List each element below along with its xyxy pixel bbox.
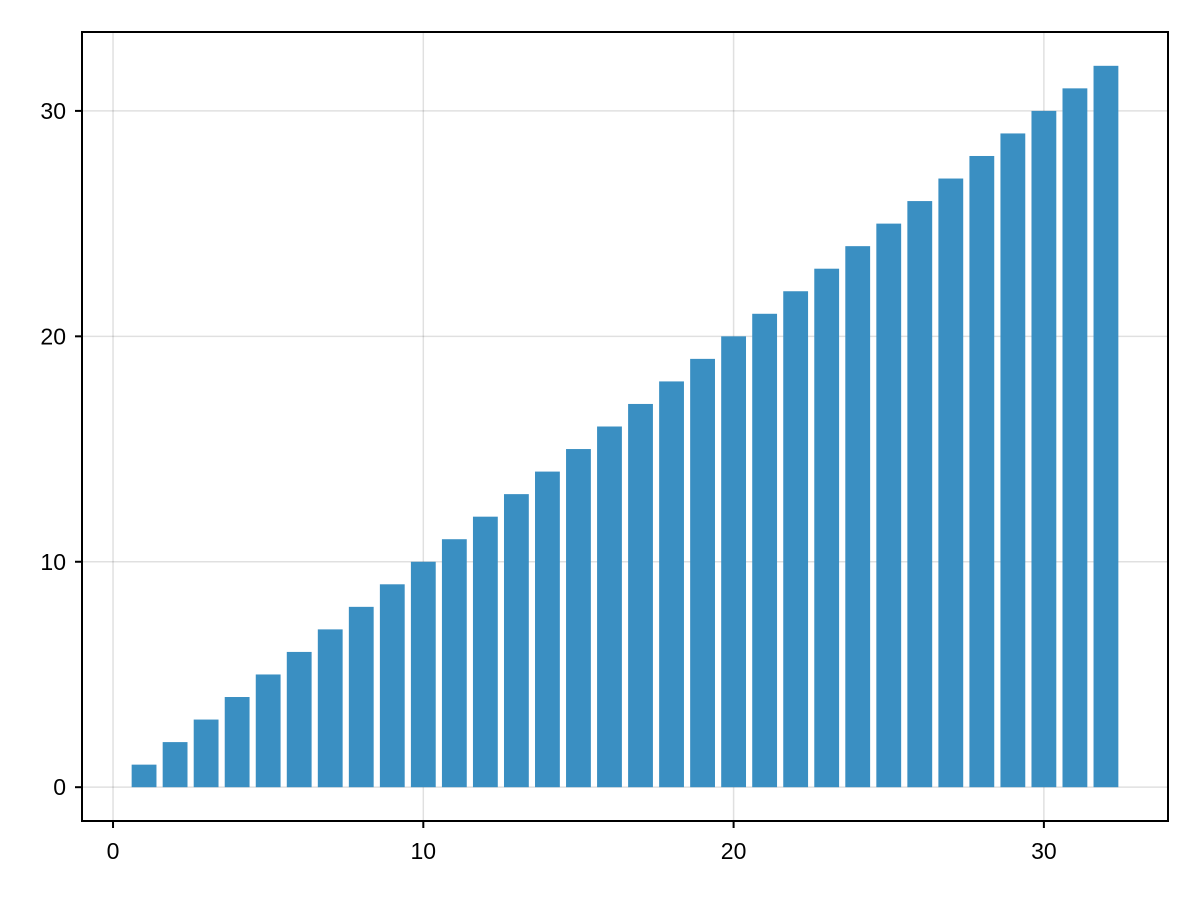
bar-4 <box>224 697 250 788</box>
bar-2 <box>162 742 188 788</box>
bar-16 <box>597 426 622 788</box>
bar-1 <box>131 764 157 788</box>
bar-3 <box>193 719 219 788</box>
bar-22 <box>783 291 809 788</box>
bar-28 <box>969 155 995 788</box>
y-tick-label: 0 <box>53 774 66 800</box>
bar-18 <box>659 381 684 788</box>
bar-5 <box>255 674 281 788</box>
x-axis: 0 10 20 30 <box>107 821 1057 864</box>
bar-19 <box>690 358 715 788</box>
bar-8 <box>348 606 374 788</box>
bar-27 <box>938 178 964 788</box>
y-tick-label: 30 <box>40 98 66 124</box>
bar-24 <box>845 246 871 788</box>
plot-frame <box>81 31 1169 822</box>
bar-32 <box>1093 65 1119 788</box>
bar-6 <box>286 651 312 788</box>
y-axis: 0 10 20 30 <box>40 98 82 800</box>
x-tick-label: 0 <box>107 838 120 864</box>
bar-9 <box>379 584 405 788</box>
bar-13 <box>503 494 529 788</box>
x-tick-label: 10 <box>411 838 437 864</box>
bar-11 <box>441 539 467 788</box>
bar-20 <box>721 336 747 788</box>
x-tick-label: 30 <box>1031 838 1057 864</box>
bar-7 <box>317 629 343 788</box>
bar-23 <box>814 268 840 788</box>
bar-26 <box>907 201 933 788</box>
bar-30 <box>1031 110 1057 788</box>
y-tick-label: 20 <box>40 323 66 349</box>
bar-31 <box>1062 88 1088 788</box>
bar-17 <box>628 403 653 788</box>
x-tick-label: 20 <box>721 838 747 864</box>
bar-15 <box>566 449 591 788</box>
bar-10 <box>410 561 436 788</box>
bar-21 <box>752 313 778 788</box>
bar-25 <box>876 223 902 788</box>
bar-29 <box>1000 133 1026 788</box>
bar-14 <box>535 471 560 788</box>
bars <box>131 65 1119 788</box>
bar-12 <box>472 516 498 788</box>
y-tick-label: 10 <box>40 549 66 575</box>
